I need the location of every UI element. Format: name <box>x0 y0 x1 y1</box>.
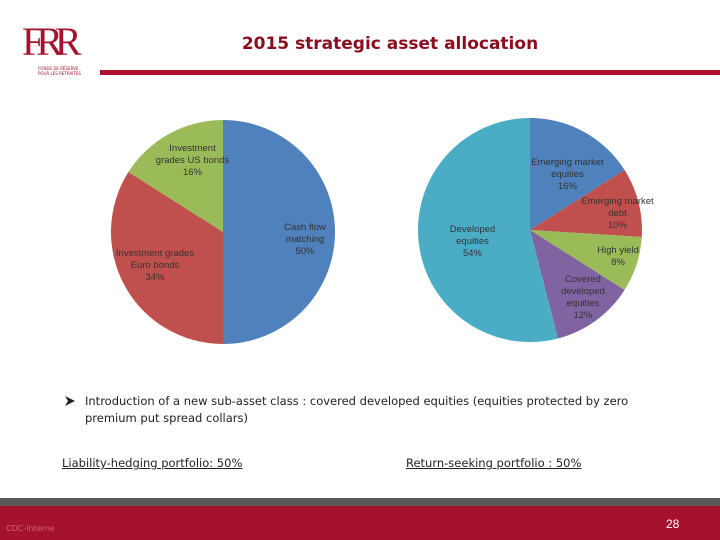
footer-note: CDC-Interne <box>6 524 55 533</box>
pie-slice <box>418 118 558 342</box>
slice-label: Covered developed equities 12% <box>548 274 618 322</box>
title-rule <box>100 70 720 75</box>
slice-category: Investment grades Euro bonds <box>115 248 195 271</box>
bullet-arrow <box>65 396 75 406</box>
slice-category: Cash flow matching <box>284 222 326 245</box>
slice-value: 54% <box>462 248 482 259</box>
slice-category: Developed equities <box>449 224 496 247</box>
slice-label: High yield 8% <box>588 245 648 269</box>
slice-category: Covered developed equities <box>561 274 605 309</box>
slice-label: Emerging market equities 16% <box>530 157 605 193</box>
slice-label: Cash flow matching 50% <box>270 222 340 258</box>
slice-value: 16% <box>557 181 577 192</box>
slice-value: 16% <box>182 167 202 178</box>
slice-category: Investment grades US bonds <box>155 143 230 166</box>
slice-category: High yield <box>597 245 639 256</box>
pie-slice <box>530 230 625 339</box>
slice-label: Investment grades Euro bonds 34% <box>115 248 195 284</box>
slice-label: Investment grades US bonds 16% <box>155 143 230 179</box>
slice-category: Emerging market equities <box>531 157 604 180</box>
pie-charts <box>110 118 642 344</box>
slice-value: 8% <box>611 257 625 268</box>
portfolio-label: Return-seeking portfolio : 50% <box>406 456 582 470</box>
pie-slice <box>110 171 223 344</box>
pie-slice <box>128 120 223 232</box>
pie-slice <box>223 120 335 344</box>
slide-title: 2015 strategic asset allocation <box>241 34 539 54</box>
pie-slice <box>530 118 625 230</box>
slice-value: 10% <box>607 220 627 231</box>
slice-value: 34% <box>145 272 165 283</box>
page-number: 28 <box>666 517 680 531</box>
footer-band <box>0 506 720 540</box>
logo: FRR <box>22 19 82 64</box>
portfolio-label: Liability-hedging portfolio: 50% <box>62 456 243 470</box>
logo-caption: FONDS DE RÉSERVE POUR LES RETRAITES <box>38 66 81 76</box>
slice-value: 12% <box>573 310 593 321</box>
footer-bar <box>0 498 720 506</box>
bullet-text: Introduction of a new sub-asset class : … <box>85 394 629 425</box>
pie-slice <box>530 169 642 238</box>
slice-value: 50% <box>295 246 315 257</box>
slice-category: Emerging market debt <box>581 196 654 219</box>
slice-label: Emerging market debt 10% <box>580 196 655 232</box>
pie-slice <box>530 230 642 291</box>
slice-label: Developed equities 54% <box>440 224 505 260</box>
